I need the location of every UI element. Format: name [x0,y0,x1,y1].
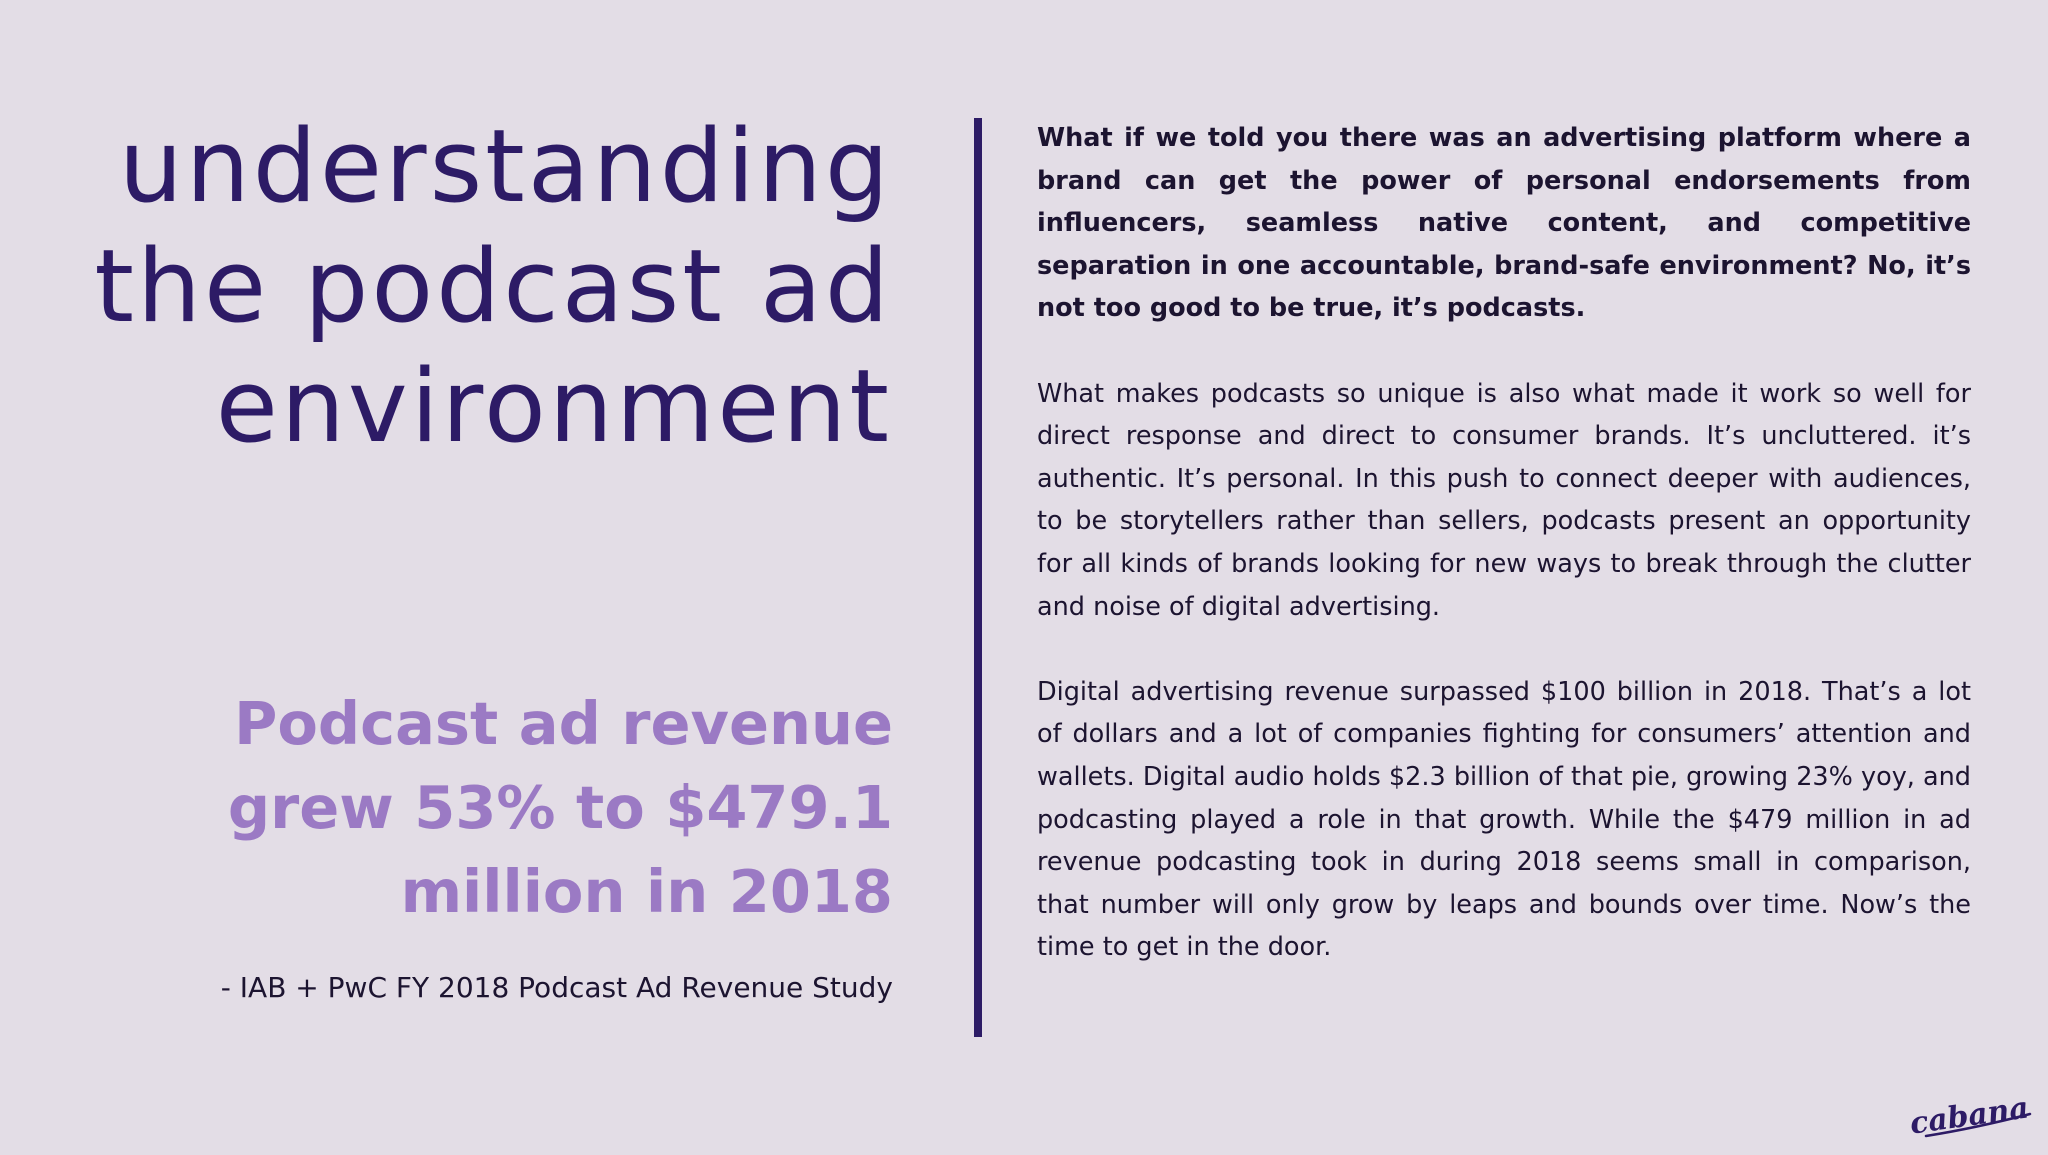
vertical-divider [974,118,982,1037]
intro-paragraph: What if we told you there was an adverti… [1037,123,1971,324]
logo-swoosh [1924,1112,2032,1138]
page-title: understanding the podcast ad environment [40,106,892,466]
body-paragraph-3: Digital advertising revenue surpassed $1… [1037,676,1971,963]
source-citation: - IAB + PwC FY 2018 Podcast Ad Revenue S… [220,971,893,1004]
stat-callout: Podcast ad revenue grew 53% to $479.1 mi… [140,682,893,934]
title-line-1: understanding [118,107,892,225]
stat-line-1: Podcast ad revenue [234,689,893,758]
title-line-2: the podcast ad [94,227,892,345]
cabana-logo: cabana [1908,1090,2032,1142]
body-paragraph-2: What makes podcasts so unique is also wh… [1037,378,1971,622]
title-line-3: environment [215,347,892,465]
stat-line-2: grew 53% to $479.1 [227,773,893,842]
logo-wordmark: cabana [1908,1090,2031,1141]
body-text-column: What if we told you there was an adverti… [1037,117,1971,1011]
stat-line-3: million in 2018 [400,857,893,926]
